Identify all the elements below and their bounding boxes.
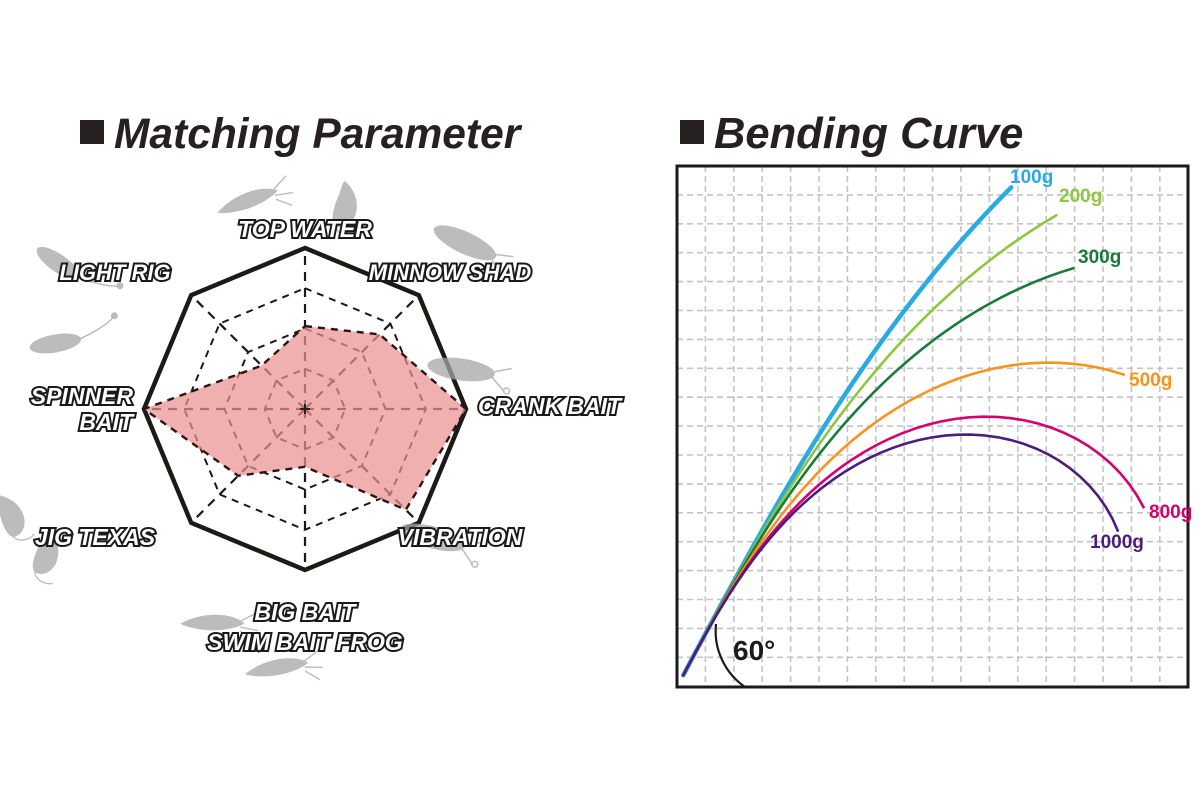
svg-text:SWIM BAIT FROG: SWIM BAIT FROG bbox=[207, 629, 403, 655]
svg-text:500g: 500g bbox=[1129, 370, 1172, 391]
svg-text:300g: 300g bbox=[1078, 247, 1121, 268]
svg-text:100g: 100g bbox=[1010, 167, 1053, 188]
svg-text:60°: 60° bbox=[733, 635, 775, 666]
svg-text:MINNOW SHAD: MINNOW SHAD bbox=[369, 260, 532, 285]
svg-text:800g: 800g bbox=[1149, 502, 1192, 523]
svg-text:1000g: 1000g bbox=[1090, 532, 1144, 553]
svg-text:TOP WATER: TOP WATER bbox=[238, 216, 372, 242]
svg-text:Bending Curve: Bending Curve bbox=[714, 110, 1023, 158]
svg-text:LIGHT RIG: LIGHT RIG bbox=[59, 260, 170, 285]
svg-text:JIG TEXAS: JIG TEXAS bbox=[35, 524, 156, 550]
svg-text:VIBRATION: VIBRATION bbox=[398, 524, 523, 550]
svg-text:200g: 200g bbox=[1059, 186, 1102, 207]
svg-text:Matching Parameter: Matching Parameter bbox=[114, 111, 523, 158]
svg-text:BAIT: BAIT bbox=[79, 409, 135, 435]
svg-text:CRANK BAIT: CRANK BAIT bbox=[478, 393, 623, 419]
svg-text:BIG BAIT: BIG BAIT bbox=[255, 599, 358, 625]
svg-text:SPINNER: SPINNER bbox=[31, 383, 134, 409]
